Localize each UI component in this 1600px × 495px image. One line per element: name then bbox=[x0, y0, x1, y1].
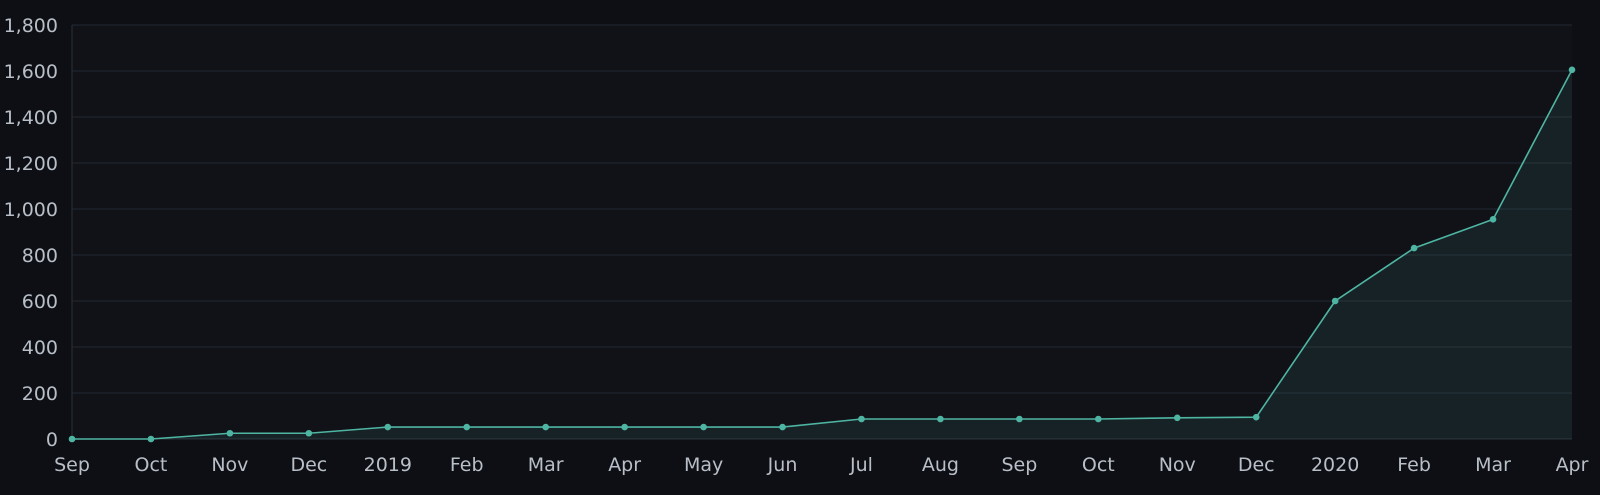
data-point[interactable] bbox=[1173, 414, 1181, 422]
y-tick-label: 400 bbox=[22, 337, 58, 359]
series-area bbox=[72, 69, 1572, 439]
x-tick-label: Dec bbox=[1238, 454, 1275, 476]
x-tick-label: Sep bbox=[1001, 454, 1037, 476]
x-tick-label: May bbox=[684, 454, 723, 476]
x-tick-label: Oct bbox=[1082, 454, 1115, 476]
x-tick-label: Aug bbox=[922, 454, 959, 476]
x-tick-label: Apr bbox=[608, 454, 641, 476]
x-tick-label: Mar bbox=[1475, 454, 1511, 476]
y-tick-label: 1,000 bbox=[4, 199, 58, 221]
data-point[interactable] bbox=[1095, 415, 1102, 423]
x-tick-label: Apr bbox=[1556, 454, 1589, 476]
y-tick-label: 200 bbox=[22, 383, 58, 405]
x-tick-label: Nov bbox=[1159, 454, 1196, 476]
x-tick-label: Nov bbox=[211, 454, 248, 476]
data-point[interactable] bbox=[1252, 413, 1260, 421]
data-point[interactable] bbox=[1489, 216, 1497, 223]
data-point[interactable] bbox=[1016, 415, 1023, 423]
data-point[interactable] bbox=[779, 423, 786, 431]
x-tick-label: Dec bbox=[290, 454, 327, 476]
x-tick-label: Feb bbox=[1397, 454, 1431, 476]
y-tick-label: 1,800 bbox=[4, 15, 58, 37]
data-point[interactable] bbox=[621, 423, 628, 431]
y-tick-label: 800 bbox=[22, 245, 58, 267]
y-tick-label: 0 bbox=[46, 429, 58, 451]
x-tick-label: Sep bbox=[54, 454, 90, 476]
data-point[interactable] bbox=[147, 435, 155, 443]
x-axis-tick-labels: Sep Oct Nov Dec 2019 Feb Mar Apr May Jun Jul Aug Sep… bbox=[54, 454, 1589, 476]
plot-background bbox=[72, 25, 1572, 439]
y-tick-label: 600 bbox=[22, 291, 58, 313]
y-axis-tick-labels: 0 200 400 600 800 1,000 1,200 1,400 1,600 1,800 bbox=[4, 15, 58, 451]
data-point[interactable] bbox=[1568, 66, 1576, 74]
y-tick-label: 1,600 bbox=[4, 61, 58, 83]
data-point[interactable] bbox=[68, 435, 76, 443]
gridlines bbox=[71, 24, 1572, 440]
x-tick-label: 2019 bbox=[364, 454, 412, 476]
series-points bbox=[68, 66, 1576, 443]
data-point[interactable] bbox=[463, 423, 471, 431]
y-tick-label: 1,400 bbox=[4, 107, 58, 129]
data-point[interactable] bbox=[384, 423, 392, 431]
data-point[interactable] bbox=[700, 423, 707, 431]
series-line bbox=[72, 69, 1573, 440]
data-point[interactable] bbox=[1331, 297, 1339, 305]
data-point[interactable] bbox=[305, 429, 313, 437]
x-tick-label: Oct bbox=[135, 454, 168, 476]
x-tick-label: Jul bbox=[849, 454, 873, 476]
data-point[interactable] bbox=[542, 423, 549, 431]
data-point[interactable] bbox=[858, 415, 865, 423]
x-tick-label: Mar bbox=[528, 454, 564, 476]
data-point[interactable] bbox=[937, 415, 944, 423]
data-point[interactable] bbox=[1410, 244, 1418, 252]
x-tick-label: Feb bbox=[450, 454, 484, 476]
x-tick-label: 2020 bbox=[1311, 454, 1359, 476]
data-point[interactable] bbox=[226, 429, 234, 437]
x-tick-label: Jun bbox=[767, 454, 798, 476]
y-tick-label: 1,200 bbox=[4, 153, 58, 175]
